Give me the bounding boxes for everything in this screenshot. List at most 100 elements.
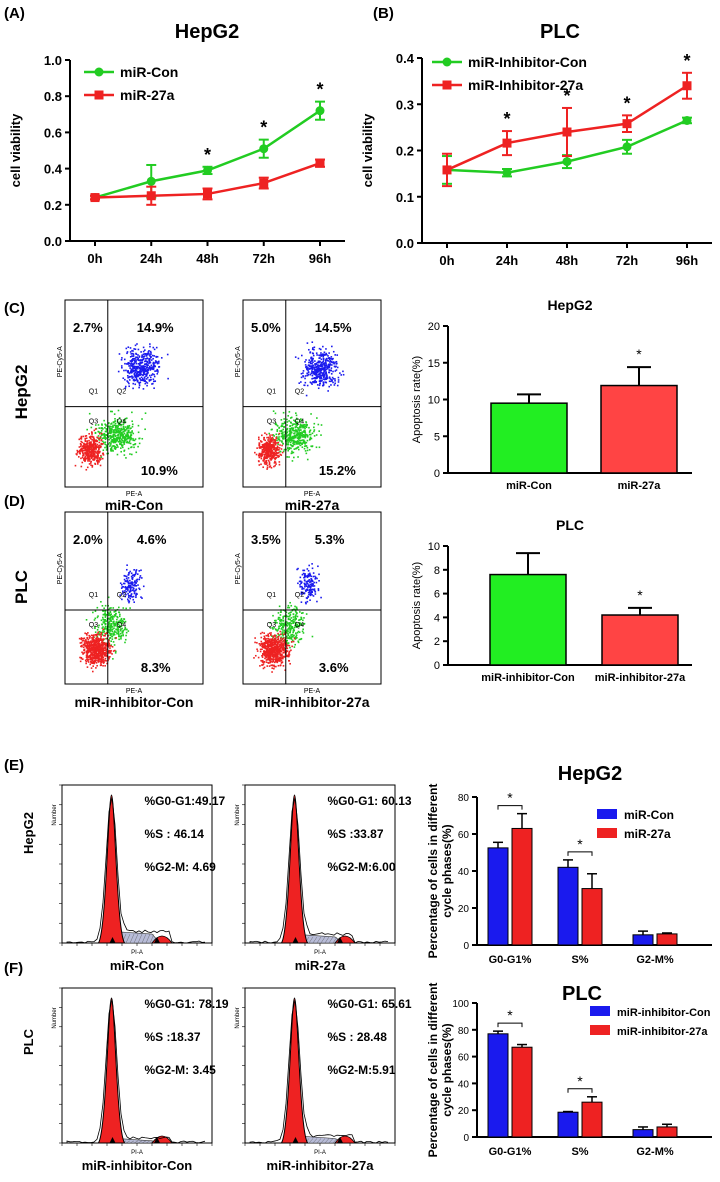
- event-dot: [112, 628, 114, 630]
- event-dot: [310, 413, 312, 415]
- event-dot: [304, 385, 306, 387]
- event-dot: [315, 593, 317, 595]
- event-dot: [277, 636, 279, 638]
- event-dot: [129, 376, 131, 378]
- event-dot: [90, 444, 92, 446]
- event-dot: [304, 445, 306, 447]
- event-dot: [277, 629, 279, 631]
- event-dot: [149, 343, 151, 345]
- event-dot: [119, 614, 121, 616]
- event-dot: [271, 444, 273, 446]
- event-dot: [297, 436, 299, 438]
- event-dot: [123, 583, 125, 585]
- event-dot: [153, 374, 155, 376]
- event-dot: [270, 441, 272, 443]
- event-dot: [270, 656, 272, 658]
- event-dot: [128, 363, 130, 365]
- event-dot: [272, 615, 274, 617]
- event-dot: [288, 634, 290, 636]
- event-dot: [156, 361, 158, 363]
- event-dot: [283, 418, 285, 420]
- x-tick-label: S%: [571, 954, 588, 966]
- event-dot: [262, 646, 264, 648]
- event-dot: [287, 444, 289, 446]
- event-dot: [144, 383, 146, 385]
- event-dot: [295, 356, 297, 358]
- event-dot: [287, 628, 289, 630]
- event-dot: [311, 563, 313, 565]
- event-dot: [282, 617, 284, 619]
- event-dot: [304, 428, 306, 430]
- event-dot: [147, 351, 149, 353]
- event-dot: [120, 638, 122, 640]
- event-dot: [81, 462, 83, 464]
- event-dot: [266, 661, 268, 663]
- event-dot: [287, 633, 289, 635]
- event-dot: [87, 648, 89, 650]
- event-dot: [124, 441, 126, 443]
- event-dot: [135, 585, 137, 587]
- event-dot: [81, 442, 83, 444]
- event-dot: [318, 367, 320, 369]
- event-dot: [93, 439, 95, 441]
- event-dot: [330, 369, 332, 371]
- event-dot: [304, 570, 306, 572]
- event-dot: [286, 456, 288, 458]
- event-dot: [282, 616, 284, 618]
- quadrant-percent-upper-right: 14.9%: [137, 320, 174, 335]
- event-dot: [108, 613, 110, 615]
- event-dot: [100, 637, 102, 639]
- event-dot: [289, 425, 291, 427]
- event-dot: [133, 574, 135, 576]
- event-dot: [311, 378, 313, 380]
- event-dot: [80, 450, 82, 452]
- quadrant-label-q1: Q1: [89, 389, 98, 396]
- event-dot: [98, 645, 100, 647]
- event-dot: [259, 443, 261, 445]
- event-dot: [271, 449, 273, 451]
- event-dot: [119, 441, 121, 443]
- chart-title: PLC: [562, 983, 602, 1005]
- event-dot: [124, 575, 126, 577]
- x-axis-label: PI-A: [131, 950, 143, 956]
- event-dot: [272, 665, 274, 667]
- y-tick-label: 1.0: [44, 53, 62, 68]
- event-dot: [103, 449, 105, 451]
- event-dot: [124, 433, 126, 435]
- event-dot: [139, 373, 141, 375]
- event-dot: [306, 424, 308, 426]
- event-dot: [130, 588, 132, 590]
- quadrant-label-q4: Q4: [117, 419, 126, 426]
- bar: [490, 575, 566, 665]
- event-dot: [277, 438, 279, 440]
- event-dot: [104, 443, 106, 445]
- event-dot: [278, 427, 280, 429]
- event-dot: [145, 368, 147, 370]
- event-dot: [329, 360, 331, 362]
- event-dot: [273, 668, 275, 670]
- event-dot: [135, 357, 137, 359]
- event-dot: [110, 440, 112, 442]
- event-dot: [124, 363, 126, 365]
- event-dot: [293, 440, 295, 442]
- event-dot: [104, 434, 106, 436]
- event-dot: [113, 641, 115, 643]
- event-dot: [328, 352, 330, 354]
- event-dot: [331, 364, 333, 366]
- event-dot: [266, 638, 268, 640]
- event-dot: [300, 638, 302, 640]
- event-dot: [144, 371, 146, 373]
- event-dot: [277, 449, 279, 451]
- event-dot: [138, 570, 140, 572]
- event-dot: [123, 426, 125, 428]
- event-dot: [305, 426, 307, 428]
- x-tick-label: 48h: [556, 253, 578, 268]
- event-dot: [293, 614, 295, 616]
- event-dot: [271, 638, 273, 640]
- event-dot: [101, 657, 103, 659]
- event-dot: [274, 461, 276, 463]
- event-dot: [292, 460, 294, 462]
- event-dot: [130, 594, 132, 596]
- significance-bracket: [568, 852, 592, 856]
- event-dot: [308, 565, 310, 567]
